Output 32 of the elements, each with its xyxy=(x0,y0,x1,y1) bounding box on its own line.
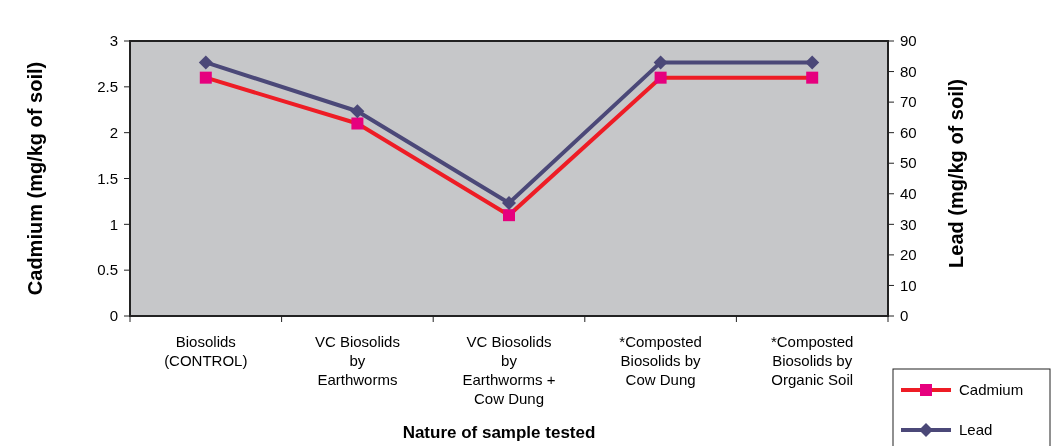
y-tick-label: 1 xyxy=(109,215,118,233)
y2-tick-label: 60 xyxy=(900,123,917,141)
x-axis-title: Nature of sample tested xyxy=(402,423,596,442)
point xyxy=(502,195,516,210)
y-tick-label: 1.5 xyxy=(97,169,118,187)
x-tick-label: VC Biosolids by Earthworms + Cow Dung xyxy=(462,333,556,407)
y2-tick-label: 40 xyxy=(900,185,917,203)
y-tick-label: 2.5 xyxy=(97,78,118,96)
legend-label: Cadmium xyxy=(959,381,1024,399)
y-tick-label: 0.5 xyxy=(97,261,118,279)
y2-axis-title: Lead (mg/kg of soil) xyxy=(945,79,967,268)
legend-label: Lead xyxy=(959,421,993,439)
y2-tick-label: 50 xyxy=(900,154,917,172)
point xyxy=(805,55,820,70)
point xyxy=(198,55,213,70)
point xyxy=(653,55,668,70)
y2-tick-label: 0 xyxy=(900,307,909,325)
y2-tick-label: 30 xyxy=(900,215,917,233)
x-tick-label: *Composted Biosolids by Organic Soil xyxy=(770,333,854,388)
y2-tick-label: 20 xyxy=(900,246,917,264)
y2-tick-label: 80 xyxy=(900,62,917,80)
y-tick-label: 0 xyxy=(109,307,118,325)
y2-tick-label: 70 xyxy=(900,93,917,111)
point xyxy=(350,104,365,119)
x-tick-label: Biosolids (CONTROL) xyxy=(164,333,248,369)
y-tick-label: 3 xyxy=(109,32,118,50)
y2-tick-label: 10 xyxy=(900,276,917,294)
y-axis-title: Cadmium (mg/kg of soil) xyxy=(24,61,46,296)
y-tick-label: 2 xyxy=(109,123,118,141)
y2-tick-label: 90 xyxy=(900,32,917,50)
x-tick-label: VC Biosolids by Earthworms xyxy=(314,333,400,388)
x-tick-label: *Composted Biosolids by Cow Dung xyxy=(619,333,702,388)
